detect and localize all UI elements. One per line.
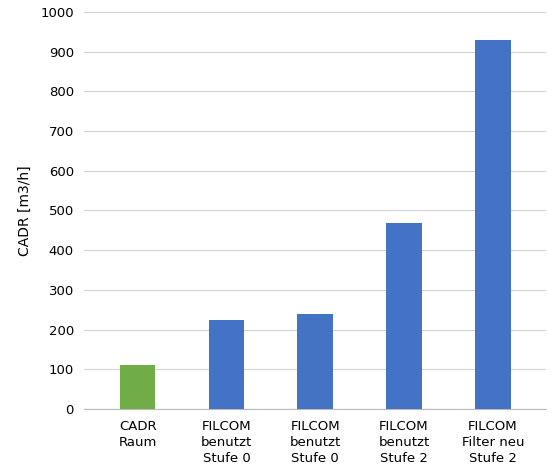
- Bar: [208, 320, 244, 409]
- Bar: [120, 365, 155, 409]
- Bar: [475, 40, 510, 409]
- Bar: [386, 223, 422, 409]
- Bar: [298, 314, 333, 409]
- Y-axis label: CADR [m3/h]: CADR [m3/h]: [18, 165, 32, 256]
